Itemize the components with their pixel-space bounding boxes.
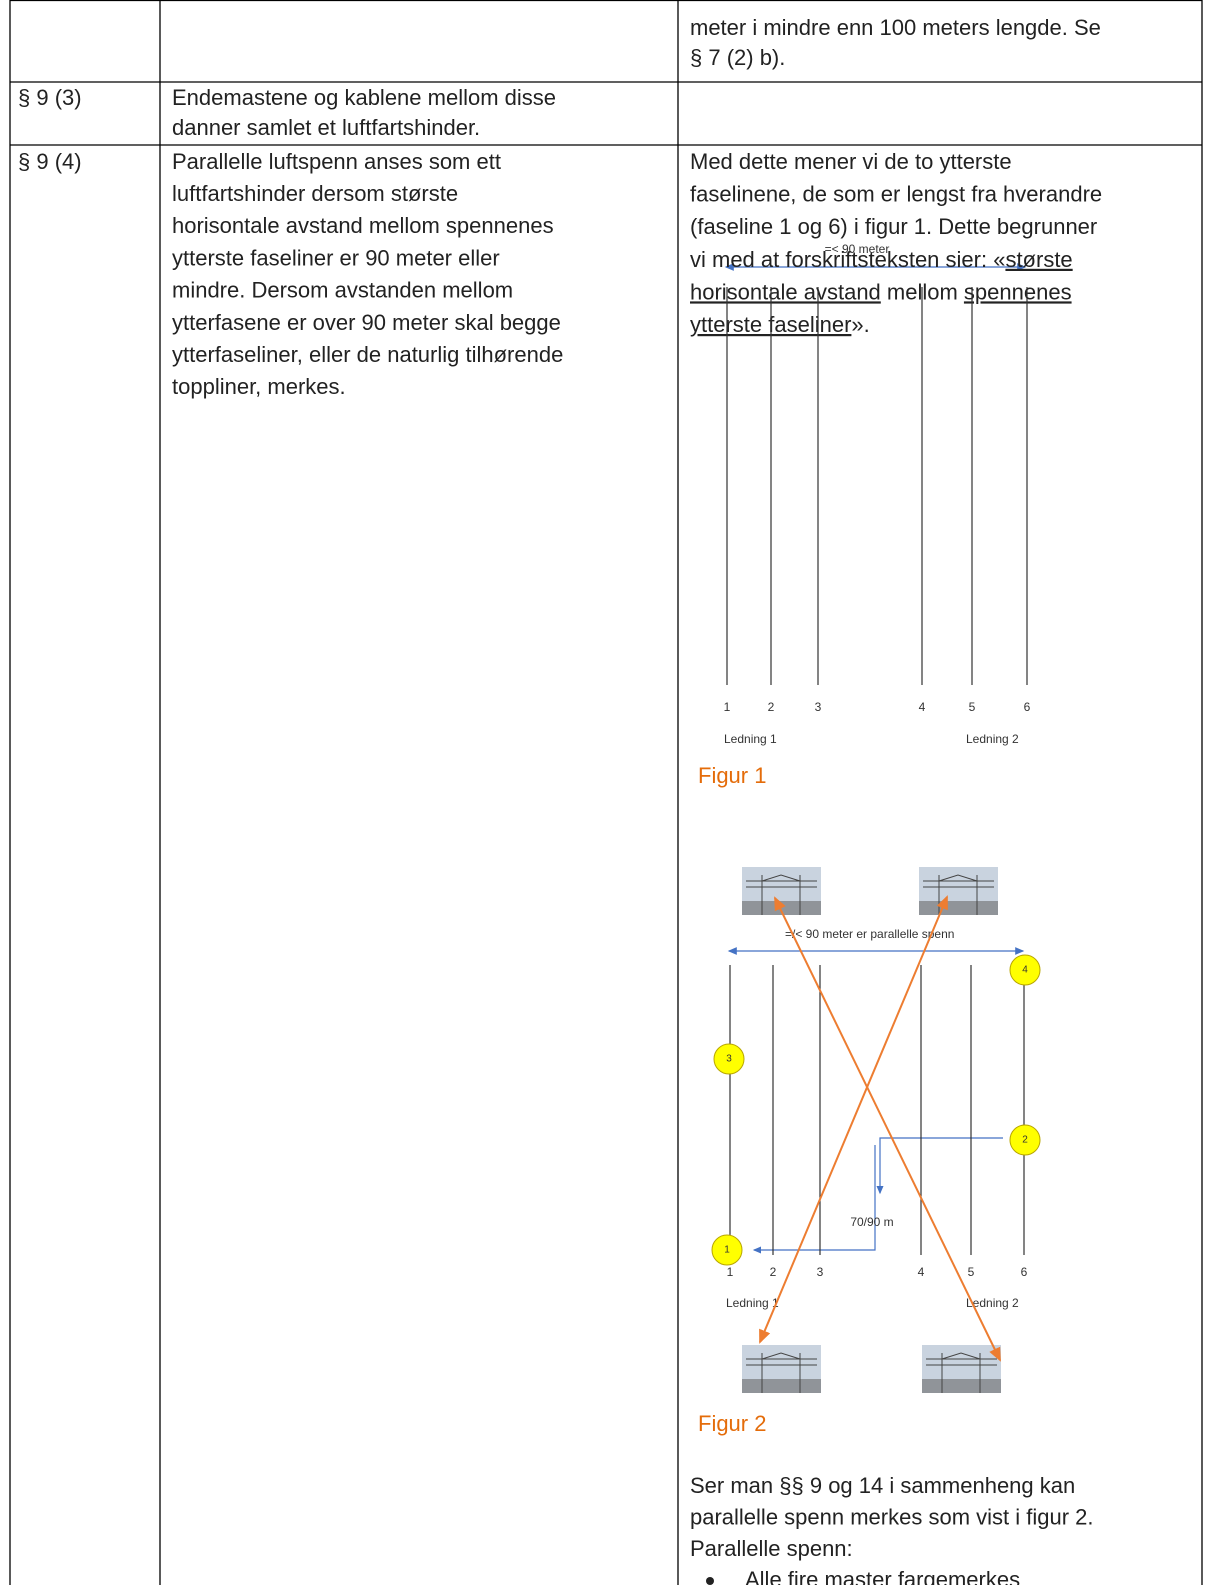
text-line: mindre. Dersom avstanden mellom xyxy=(172,278,513,303)
section-number: § 9 (4) xyxy=(18,149,82,174)
text-line: parallelle spenn merkes som vist i figur… xyxy=(690,1504,1094,1529)
section-number: § 9 (3) xyxy=(18,85,82,110)
marker-number: 3 xyxy=(726,1054,732,1065)
text-line: Parallelle luftspenn anses som ett xyxy=(172,149,501,174)
offset-label: 70/90 m xyxy=(850,1215,893,1229)
text-line: luftfartshinder dersom største xyxy=(172,181,458,206)
underlined-text: største xyxy=(1005,247,1072,272)
text-line: horisontale avstand mellom spennenes xyxy=(172,213,554,238)
text-segment: faselinene, de som er lengst fra hverand… xyxy=(690,181,1102,206)
marker-number: 4 xyxy=(1022,965,1028,976)
text-line: Med dette mener vi de to ytterste xyxy=(690,149,1012,174)
marker-circle xyxy=(1009,954,1041,986)
underlined-text: horisontale avstand xyxy=(690,279,881,304)
text-segment: ». xyxy=(851,312,869,337)
text-line: ytterste faseliner er 90 meter eller xyxy=(172,245,500,270)
bullet xyxy=(706,1577,714,1585)
line-number: 3 xyxy=(815,700,822,714)
line-number: 3 xyxy=(817,1265,824,1279)
marker-number: 1 xyxy=(724,1245,730,1256)
marker-number: 2 xyxy=(1022,1135,1028,1146)
text-line: Ser man §§ 9 og 14 i sammenheng kan xyxy=(690,1473,1075,1498)
line-number: 5 xyxy=(968,1265,975,1279)
text-line: § 7 (2) b). xyxy=(690,45,785,70)
line-group: Ledning 2 xyxy=(966,732,1019,746)
figure-caption: Figur 2 xyxy=(698,1411,766,1436)
figure-caption: Figur 1 xyxy=(698,763,766,788)
line-number: 2 xyxy=(768,700,775,714)
text-segment: § 7 (2) b). xyxy=(690,45,785,70)
marker-circle xyxy=(713,1043,745,1075)
distance-label: =< 90 meter xyxy=(825,242,890,256)
underlined-text: spennenes xyxy=(964,279,1072,304)
line-number: 2 xyxy=(770,1265,777,1279)
text-segment: (faseline 1 og 6) i figur 1. Dette begru… xyxy=(690,214,1097,239)
text-segment: vi med at forskriftsteksten sier: « xyxy=(690,247,1005,272)
marker-circle xyxy=(711,1234,743,1266)
line-number: 1 xyxy=(727,1265,734,1279)
text-line: Endemastene og kablene mellom disse xyxy=(172,85,556,110)
line-group: Ledning 1 xyxy=(726,1296,779,1310)
text-line: meter i mindre enn 100 meters lengde. Se xyxy=(690,15,1101,40)
text-line: ytterfaseliner, eller de naturlig tilhør… xyxy=(172,342,563,367)
text-line: ytterste faseliner». xyxy=(690,312,870,337)
line-group: Ledning 1 xyxy=(724,732,777,746)
text-line: toppliner, merkes. xyxy=(172,374,346,399)
text-line: vi med at forskriftsteksten sier: «størs… xyxy=(690,247,1073,272)
line-number: 4 xyxy=(919,700,926,714)
text-line: Parallelle spenn: xyxy=(690,1536,853,1561)
text-line: danner samlet et luftfartshinder. xyxy=(172,115,480,140)
orange-arrow xyxy=(774,896,1001,1362)
line-number: 1 xyxy=(724,700,731,714)
table-borders xyxy=(9,0,1203,1585)
line-number: 4 xyxy=(918,1265,925,1279)
line-number: 6 xyxy=(1021,1265,1028,1279)
text-line: (faseline 1 og 6) i figur 1. Dette begru… xyxy=(690,214,1097,239)
line-number: 6 xyxy=(1024,700,1031,714)
marker-circle xyxy=(1009,1124,1041,1156)
text-line: ytterfasene er over 90 meter skal begge xyxy=(172,310,561,335)
text-segment: meter i mindre enn 100 meters lengde. Se xyxy=(690,15,1101,40)
text-line: faselinene, de som er lengst fra hverand… xyxy=(690,181,1102,206)
text-segment: Med dette mener vi de to ytterste xyxy=(690,149,1012,174)
bullet-text: Alle fire master fargemerkes xyxy=(745,1567,1020,1585)
line-number: 5 xyxy=(969,700,976,714)
text-line: horisontale avstand mellom spennenes xyxy=(690,279,1072,304)
